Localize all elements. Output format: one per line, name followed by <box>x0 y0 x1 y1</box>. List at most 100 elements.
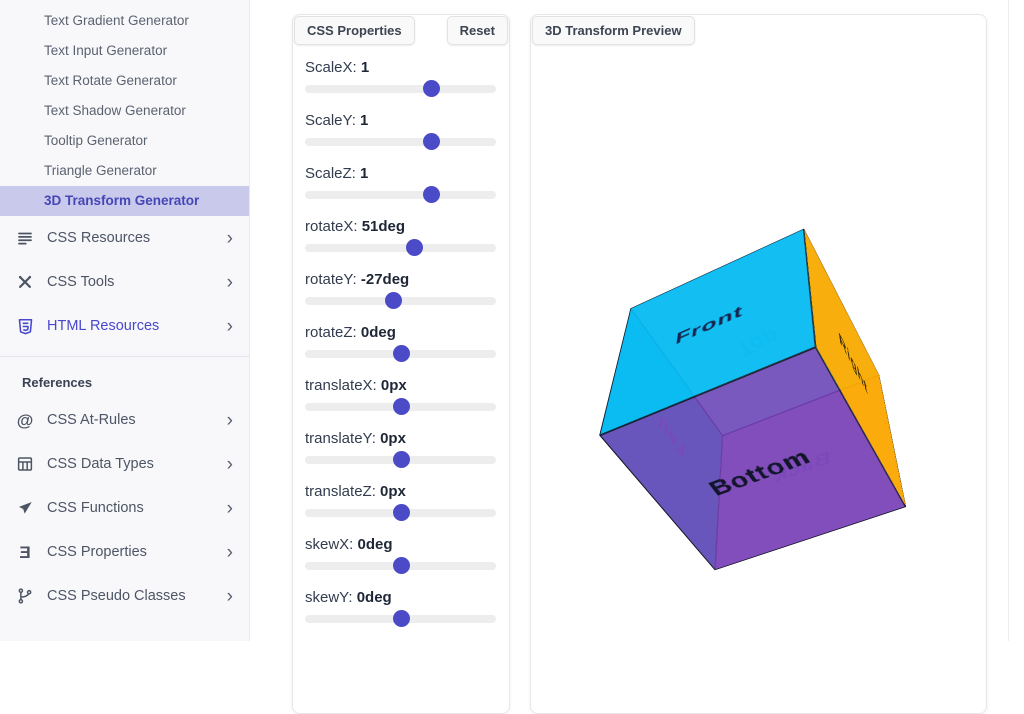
slider-property-name: rotateX: <box>305 218 358 235</box>
preview-panel: 3D Transform Preview FrontBackRightLeftT… <box>530 14 987 714</box>
sidebar-item-css-properties[interactable]: Ǝ CSS Properties › <box>0 530 249 574</box>
sidebar-item-label: CSS Pseudo Classes <box>47 588 186 604</box>
slider-row: ScaleX: 1 <box>305 59 496 93</box>
slider-value: 1 <box>360 112 368 129</box>
slider-thumb[interactable] <box>423 186 440 203</box>
slider-property-name: translateX: <box>305 377 377 394</box>
sidebar-divider <box>0 356 249 357</box>
sidebar-item-label: HTML Resources <box>47 318 159 334</box>
slider-thumb[interactable] <box>393 557 410 574</box>
css-properties-panel: CSS Properties Reset ScaleX: 1 ScaleY: 1S… <box>292 14 510 714</box>
slider-value: 1 <box>361 59 369 76</box>
sidebar-item-text-input-generator[interactable]: Text Input Generator <box>0 36 249 66</box>
slider-track[interactable] <box>305 191 496 199</box>
slider-thumb[interactable] <box>393 398 410 415</box>
slider-property-name: skewX: <box>305 536 353 553</box>
css-properties-panel-title: CSS Properties <box>294 16 415 45</box>
at-icon: @ <box>14 412 36 429</box>
sidebar-item-text-rotate-generator[interactable]: Text Rotate Generator <box>0 66 249 96</box>
slider-track[interactable] <box>305 350 496 358</box>
slider-property-name: ScaleX: <box>305 59 357 76</box>
slider-row: rotateZ: 0deg <box>305 324 496 358</box>
slider-value: 0px <box>380 430 406 447</box>
slider-track[interactable] <box>305 615 496 623</box>
slider-property-name: translateZ: <box>305 483 376 500</box>
sidebar-item-css-pseudo-classes[interactable]: CSS Pseudo Classes › <box>0 574 249 618</box>
slider-thumb[interactable] <box>423 80 440 97</box>
sidebar-item-label: CSS Properties <box>47 544 147 560</box>
sidebar-item-label: CSS Data Types <box>47 456 154 472</box>
slider-row: skewX: 0deg <box>305 536 496 570</box>
sidebar-item-css-resources[interactable]: CSS Resources › <box>0 216 249 260</box>
slider-track[interactable] <box>305 456 496 464</box>
slider-label: skewX: 0deg <box>305 536 496 553</box>
slider-thumb[interactable] <box>393 504 410 521</box>
slider-property-name: ScaleY: <box>305 112 356 129</box>
slider-track[interactable] <box>305 297 496 305</box>
slider-label: ScaleZ: 1 <box>305 165 496 182</box>
slider-thumb[interactable] <box>393 610 410 627</box>
sidebar-item-css-at-rules[interactable]: @ CSS At-Rules › <box>0 398 249 442</box>
sidebar-item-3d-transform-generator[interactable]: 3D Transform Generator <box>0 186 249 216</box>
content-right-divider <box>1008 0 1009 641</box>
slider-value: -27deg <box>361 271 409 288</box>
reset-button[interactable]: Reset <box>447 16 508 45</box>
slider-row: translateZ: 0px <box>305 483 496 517</box>
sidebar-item-label: CSS Tools <box>47 274 114 290</box>
sidebar-item-css-functions[interactable]: CSS Functions › <box>0 486 249 530</box>
slider-track[interactable] <box>305 562 496 570</box>
chevron-right-icon: › <box>227 543 233 562</box>
slider-value: 0px <box>380 483 406 500</box>
slider-label: rotateY: -27deg <box>305 271 496 288</box>
menu-icon <box>14 229 36 247</box>
chevron-right-icon: › <box>227 499 233 518</box>
sidebar-item-text-gradient-generator[interactable]: Text Gradient Generator <box>0 6 249 36</box>
slider-value: 51deg <box>362 218 405 235</box>
sidebar-item-html-resources[interactable]: HTML Resources › <box>0 304 249 348</box>
sidebar-item-label: CSS Functions <box>47 500 144 516</box>
sidebar-item-triangle-generator[interactable]: Triangle Generator <box>0 156 249 186</box>
references-heading: References <box>0 361 249 398</box>
sidebar-references-list: @ CSS At-Rules › CSS Data Types › CSS Functio… <box>0 398 249 618</box>
slider-property-name: translateY: <box>305 430 376 447</box>
slider-track[interactable] <box>305 138 496 146</box>
sidebar-item-text-shadow-generator[interactable]: Text Shadow Generator <box>0 96 249 126</box>
slider-property-name: rotateZ: <box>305 324 357 341</box>
sidebar-subitem-list: Text Gradient Generator Text Input Genera… <box>0 6 249 216</box>
cube-scene: FrontBackRightLeftTopBottom <box>657 299 861 503</box>
slider-list: ScaleX: 1 ScaleY: 1 ScaleZ: 1 rotateX: 51de… <box>305 59 496 642</box>
slider-track[interactable] <box>305 244 496 252</box>
slider-property-name: ScaleZ: <box>305 165 356 182</box>
slider-track[interactable] <box>305 403 496 411</box>
sidebar-item-css-tools[interactable]: CSS Tools › <box>0 260 249 304</box>
slider-thumb[interactable] <box>385 292 402 309</box>
slider-value: 0px <box>381 377 407 394</box>
sidebar-item-label: CSS At-Rules <box>47 412 136 428</box>
slider-property-name: skewY: <box>305 589 353 606</box>
slider-thumb[interactable] <box>393 345 410 362</box>
sidebar: Text Gradient Generator Text Input Genera… <box>0 0 250 641</box>
chevron-right-icon: › <box>227 317 233 336</box>
slider-value: 0deg <box>361 324 396 341</box>
chevron-right-icon: › <box>227 229 233 248</box>
slider-thumb[interactable] <box>393 451 410 468</box>
slider-value: 0deg <box>357 589 392 606</box>
slider-label: translateZ: 0px <box>305 483 496 500</box>
sidebar-section-list: CSS Resources › CSS Tools › HTML Resources › <box>0 216 249 348</box>
css3-icon: Ǝ <box>14 544 36 561</box>
slider-label: skewY: 0deg <box>305 589 496 606</box>
slider-thumb[interactable] <box>423 133 440 150</box>
slider-label: ScaleX: 1 <box>305 59 496 76</box>
slider-track[interactable] <box>305 85 496 93</box>
slider-thumb[interactable] <box>406 239 423 256</box>
functions-icon <box>14 499 36 517</box>
slider-property-name: rotateY: <box>305 271 357 288</box>
slider-value: 0deg <box>358 536 393 553</box>
slider-label: translateX: 0px <box>305 377 496 394</box>
sidebar-item-tooltip-generator[interactable]: Tooltip Generator <box>0 126 249 156</box>
sidebar-item-css-data-types[interactable]: CSS Data Types › <box>0 442 249 486</box>
slider-row: ScaleZ: 1 <box>305 165 496 199</box>
branch-icon <box>14 587 36 605</box>
slider-row: skewY: 0deg <box>305 589 496 623</box>
slider-track[interactable] <box>305 509 496 517</box>
